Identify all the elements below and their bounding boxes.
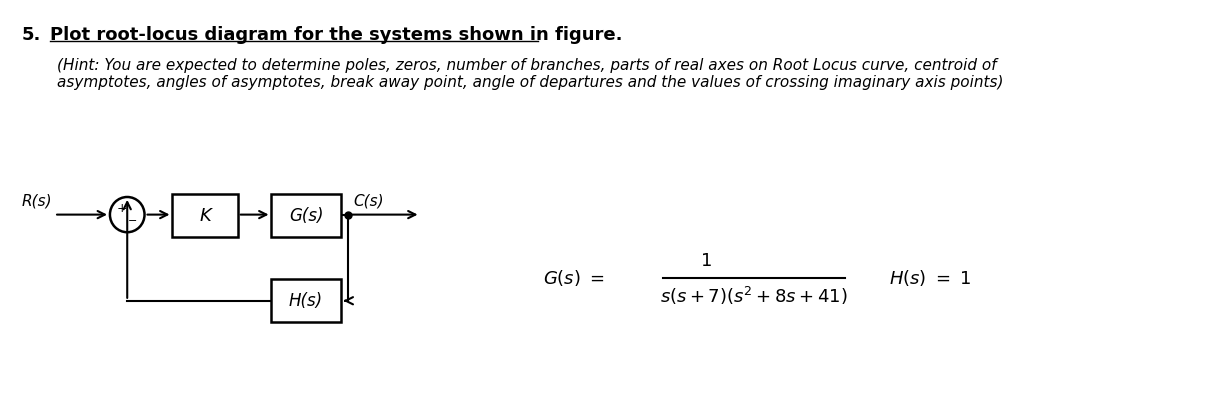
Text: −: − bbox=[128, 217, 137, 226]
Text: G(s): G(s) bbox=[289, 207, 324, 224]
Text: +: + bbox=[116, 202, 126, 215]
Text: C(s): C(s) bbox=[353, 194, 384, 209]
Text: K: K bbox=[200, 207, 211, 224]
Bar bbox=[173, 194, 238, 237]
Text: $H(s)\ =\ 1$: $H(s)\ =\ 1$ bbox=[889, 268, 971, 288]
Text: $G(s)\ =$: $G(s)\ =$ bbox=[543, 268, 604, 288]
Text: Plot root-locus diagram for the systems shown in figure.: Plot root-locus diagram for the systems … bbox=[50, 26, 623, 44]
Bar bbox=[271, 279, 341, 322]
Text: 5.: 5. bbox=[22, 26, 40, 44]
Text: (Hint: You are expected to determine poles, zeros, number of branches, parts of : (Hint: You are expected to determine pol… bbox=[58, 58, 997, 73]
Text: R(s): R(s) bbox=[22, 194, 51, 209]
Bar bbox=[271, 194, 341, 237]
Text: $s(s+7)(s^2+8s+41)$: $s(s+7)(s^2+8s+41)$ bbox=[661, 285, 848, 307]
Text: asymptotes, angles of asymptotes, break away point, angle of departures and the : asymptotes, angles of asymptotes, break … bbox=[58, 75, 1004, 90]
Text: H(s): H(s) bbox=[289, 292, 324, 310]
Text: $1$: $1$ bbox=[700, 252, 712, 270]
